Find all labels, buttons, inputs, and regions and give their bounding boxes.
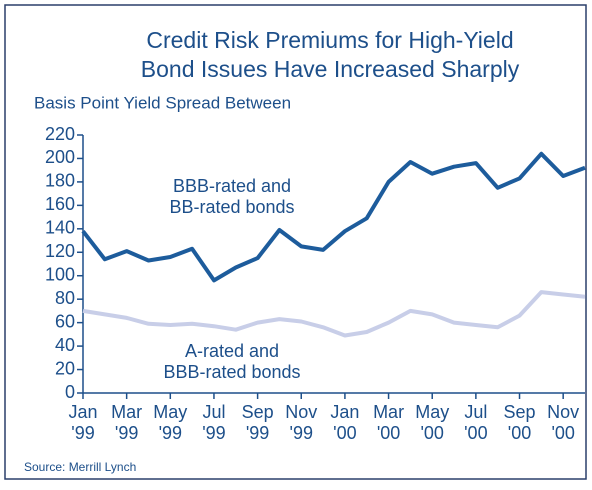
y-tick-label: 40 xyxy=(55,335,75,355)
y-tick-label: 0 xyxy=(65,382,75,402)
y-tick-label: 140 xyxy=(45,218,75,238)
x-tick-label: Nov '00 xyxy=(547,402,579,443)
x-tick-label: Jan '00 xyxy=(330,402,359,443)
y-tick-label: 60 xyxy=(55,311,75,331)
x-tick-label: Mar '99 xyxy=(111,402,142,443)
series-line xyxy=(81,151,586,283)
x-tick-label: Nov '99 xyxy=(285,402,317,443)
chart-title: Credit Risk Premiums for High-Yield Bond … xyxy=(141,27,520,82)
x-tick-label: Jul '00 xyxy=(464,402,487,443)
x-tick-label: Sep '00 xyxy=(504,402,536,443)
x-tick-label: Mar '00 xyxy=(373,402,404,443)
y-tick-label: 200 xyxy=(45,147,75,167)
y-tick-label: 180 xyxy=(45,171,75,191)
x-tick-label: Sep '99 xyxy=(242,402,274,443)
y-tick-label: 160 xyxy=(45,194,75,214)
y-tick-label: 20 xyxy=(55,358,75,378)
y-tick-label: 120 xyxy=(45,241,75,261)
source-note: Source: Merrill Lynch xyxy=(24,460,136,474)
x-tick-label: May '99 xyxy=(153,402,187,443)
series-label: BBB-rated and BB-rated bonds xyxy=(169,176,294,217)
x-tick-label: Jan '99 xyxy=(68,402,97,443)
y-tick-label: 80 xyxy=(55,288,75,308)
y-tick-label: 220 xyxy=(45,124,75,144)
x-tick-label: May '00 xyxy=(415,402,449,443)
y-axis-label: Basis Point Yield Spread Between xyxy=(34,93,291,112)
series-label: A-rated and BBB-rated bonds xyxy=(163,341,300,382)
x-tick-label: Jul '99 xyxy=(202,402,225,443)
series-line xyxy=(82,290,586,338)
y-tick-label: 100 xyxy=(45,264,75,284)
